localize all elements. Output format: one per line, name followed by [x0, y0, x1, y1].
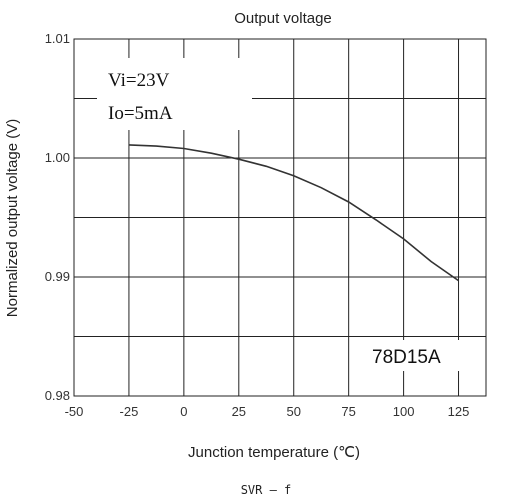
x-tick-label: 50 — [286, 404, 300, 419]
y-tick-label: 1.00 — [45, 150, 70, 165]
annotation-box — [97, 58, 252, 130]
caption: SVR — f — [241, 483, 292, 497]
annotation-io: Io=5mA — [108, 103, 173, 124]
x-tick-label: 125 — [448, 404, 470, 419]
series-line — [128, 144, 459, 282]
chart-title: Output voltage — [234, 10, 332, 27]
x-tick-label: 25 — [232, 404, 246, 419]
plot-frame — [73, 38, 487, 397]
y-tick-label: 1.01 — [45, 31, 70, 46]
y-tick-label: 0.99 — [45, 269, 70, 284]
part-label-box — [366, 340, 474, 371]
y-axis-label: Normalized output voltage (V) — [4, 119, 21, 317]
x-tick-label: 0 — [180, 404, 187, 419]
tick-labels: -50 -25 0 25 50 75 100 125 0.98 0.99 1.00 1.01 — [45, 31, 470, 419]
x-tick-label: -25 — [120, 404, 139, 419]
y-tick-label: 0.98 — [45, 388, 70, 403]
x-axis-label: Junction temperature (℃) — [188, 444, 360, 461]
x-tick-label: -50 — [65, 404, 84, 419]
x-tick-label: 100 — [393, 404, 415, 419]
x-tick-label: 75 — [341, 404, 355, 419]
series-group — [128, 144, 459, 282]
part-label: 78D15A — [372, 347, 441, 368]
annotation-vi: Vi=23V — [108, 70, 170, 91]
